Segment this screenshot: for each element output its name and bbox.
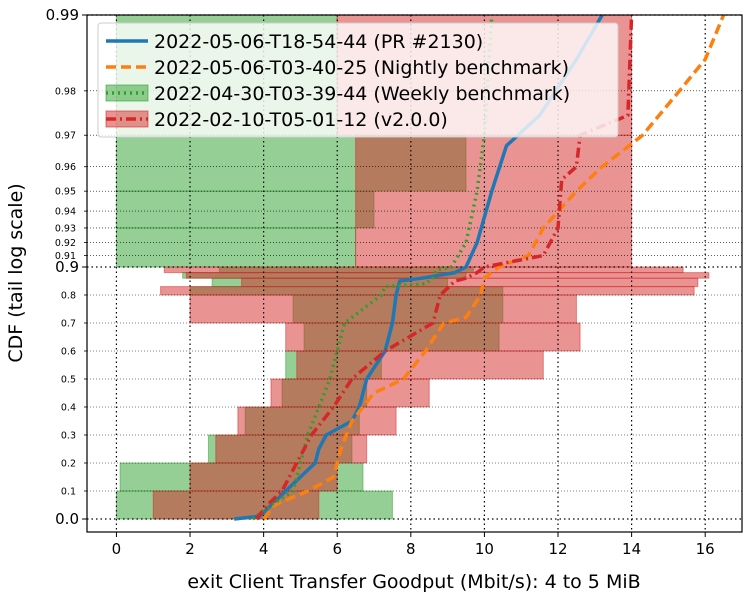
legend-label-2: 2022-04-30-T03-39-44 (Weekly benchmark) — [154, 83, 570, 105]
y-major-tick-label-2: 0.99 — [46, 6, 79, 24]
y-minor-tick-label-7: 0.8 — [61, 291, 76, 302]
y-minor-tick-label-14: 0.97 — [55, 131, 76, 142]
legend-label-3: 2022-02-10-T05-01-12 (v2.0.0) — [154, 109, 448, 131]
x-tick-label-5: 10 — [475, 540, 494, 558]
legend-label-1: 2022-05-06-T03-40-25 (Nightly benchmark) — [154, 57, 569, 79]
y-minor-tick-label-13: 0.96 — [55, 162, 76, 173]
y-minor-tick-label-3: 0.4 — [61, 403, 76, 414]
plot-frame — [86, 14, 743, 533]
y-major-tick-label-1: 0.9 — [55, 258, 79, 276]
y-minor-tick-label-2: 0.3 — [61, 431, 76, 442]
y-minor-tick-label-8: 0.91 — [55, 251, 76, 262]
x-tick-label-2: 4 — [259, 540, 269, 558]
band-1-row-7 — [189, 294, 577, 324]
band-1-row-9 — [241, 277, 699, 288]
y-minor-tick-label-6: 0.7 — [61, 319, 76, 330]
y-minor-tick-label-10: 0.93 — [55, 223, 76, 234]
x-axis-label: exit Client Transfer Goodput (Mbit/s): 4… — [187, 571, 640, 593]
legend-items: 2022-05-06-T18-54-44 (PR #2130) 2022-05-0… — [105, 31, 570, 131]
series-line-0 — [234, 14, 604, 521]
x-tick-label-7: 14 — [622, 540, 641, 558]
ticks-layer: 0 2 4 6 8 10 12 14 16 0.0 0.9 0.99 0.1 0.2 0.3 0.4 0.5 0.… — [46, 6, 715, 558]
band-1-row-11 — [163, 266, 684, 274]
y-major-tick-label-0: 0.0 — [55, 510, 79, 528]
series-layer — [234, 14, 726, 521]
band-1-row-12 — [355, 134, 633, 268]
band-1-row-8 — [160, 286, 695, 296]
x-tick-label-1: 2 — [185, 540, 195, 558]
legend-box — [97, 22, 619, 138]
legend: 2022-05-06-T18-54-44 (PR #2130) 2022-05-0… — [97, 22, 619, 138]
y-axis-label: CDF (tail log scale) — [5, 183, 27, 362]
y-minor-tick-label-1: 0.2 — [61, 459, 76, 470]
series-line-3 — [254, 14, 634, 521]
y-minor-tick-label-0: 0.1 — [61, 487, 76, 498]
x-tick-label-3: 6 — [332, 540, 342, 558]
band-0-row-13 — [115, 190, 375, 229]
x-tick-label-6: 12 — [548, 540, 567, 558]
x-tick-label-8: 16 — [696, 540, 715, 558]
band-1-row-0 — [152, 490, 320, 520]
y-minor-tick-label-4: 0.5 — [61, 375, 76, 386]
x-tick-label-4: 8 — [406, 540, 416, 558]
y-minor-tick-label-12: 0.95 — [55, 187, 76, 198]
x-tick-label-0: 0 — [112, 540, 122, 558]
series-line-1 — [262, 14, 726, 521]
y-minor-tick-label-15: 0.98 — [55, 86, 76, 97]
y-minor-tick-label-11: 0.94 — [55, 207, 76, 218]
band-0-row-12 — [115, 227, 357, 268]
y-minor-tick-label-5: 0.6 — [61, 347, 76, 358]
y-minor-tick-label-9: 0.92 — [55, 238, 76, 249]
legend-label-0: 2022-05-06-T18-54-44 (PR #2130) — [154, 31, 483, 53]
